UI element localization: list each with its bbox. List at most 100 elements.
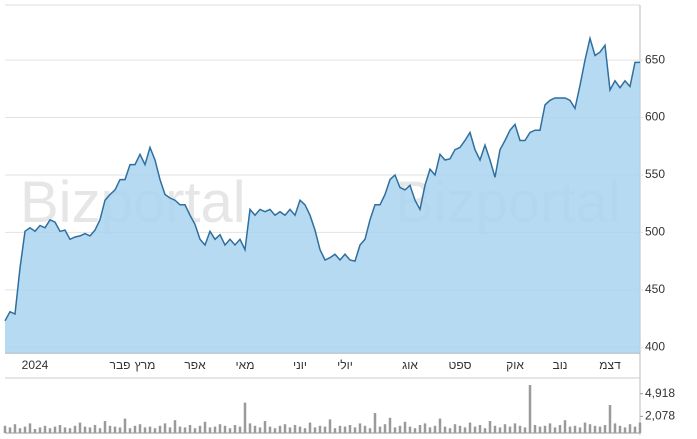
y-tick-label: 4,918: [645, 386, 675, 400]
volume-bar: [273, 428, 277, 433]
volume-bar: [88, 427, 92, 433]
volume-bar: [613, 423, 617, 433]
volume-bar: [133, 425, 137, 433]
volume-bar: [8, 427, 12, 433]
volume-bar: [588, 424, 592, 433]
volume-bar: [528, 385, 532, 433]
volume-bar: [573, 425, 577, 433]
volume-bar: [453, 424, 457, 433]
x-tick-label: ספט: [449, 358, 472, 372]
volume-bar: [178, 426, 182, 433]
volume-bar: [313, 427, 317, 433]
volume-bar: [428, 427, 432, 433]
y-tick-label: 2,078: [645, 409, 675, 423]
volume-bar: [38, 427, 42, 433]
x-tick-label: מרץ: [135, 358, 156, 372]
volume-bar: [73, 425, 77, 433]
volume-bar: [48, 428, 52, 433]
volume-bar: [43, 425, 47, 433]
volume-bar: [123, 418, 127, 433]
volume-bar: [448, 428, 452, 433]
volume-bar: [538, 426, 542, 433]
volume-bar: [603, 425, 607, 433]
volume-bar: [83, 426, 87, 433]
volume-bar: [503, 424, 507, 433]
volume-bar: [398, 425, 402, 433]
volume-bar: [548, 423, 552, 433]
volume-bar: [433, 425, 437, 433]
volume-bar: [463, 427, 467, 433]
volume-bar: [363, 425, 367, 433]
x-tick-label: דצמ: [599, 358, 621, 372]
volume-bar: [268, 426, 272, 433]
volume-bar: [18, 428, 22, 433]
volume-bar: [318, 425, 322, 433]
volume-bar: [568, 426, 572, 433]
volume-bar: [253, 425, 257, 433]
x-tick-label: נוב: [553, 358, 568, 372]
volume-bar: [148, 426, 152, 433]
x-tick-label: אפר: [184, 358, 206, 372]
volume-bar: [293, 425, 297, 433]
volume-bar: [558, 425, 562, 433]
volume-bar: [153, 428, 157, 433]
volume-bar: [143, 427, 147, 433]
volume-bar: [608, 405, 612, 433]
volume-bar: [248, 423, 252, 433]
volume-bar: [188, 425, 192, 433]
volume-bar: [628, 424, 632, 433]
volume-bar: [498, 427, 502, 433]
volume-bar: [53, 426, 57, 433]
volume-bar: [158, 425, 162, 433]
volume-bar: [508, 426, 512, 433]
area: [5, 38, 640, 354]
volume-bar: [388, 417, 392, 433]
volume-bar: [383, 424, 387, 433]
volume-bar: [323, 426, 327, 433]
volume-bar: [483, 428, 487, 433]
volume-bar: [218, 424, 222, 433]
line: [4, 35, 640, 322]
volume-bar: [103, 421, 107, 433]
x-tick-label: אוק: [506, 358, 524, 372]
volume-bar: [3, 425, 7, 433]
volume-bar: [623, 427, 627, 433]
volume-bar: [288, 427, 292, 433]
volume-bar: [78, 422, 82, 433]
volume-bar: [23, 426, 27, 433]
volume-bar: [13, 424, 17, 433]
volume-bar: [33, 429, 37, 433]
y-tick-label: 500: [645, 225, 665, 239]
volume-bar: [298, 426, 302, 433]
volume-bar: [523, 427, 527, 433]
x-tick-label: יוני: [293, 358, 307, 372]
volume-bar: [238, 426, 242, 433]
volume-bar: [278, 425, 282, 433]
volume-bar: [303, 428, 307, 433]
volume-bar: [213, 426, 217, 433]
volume-bar: [578, 427, 582, 433]
volume-bar: [328, 419, 332, 433]
volume-bar: [263, 421, 267, 433]
volume-bar: [408, 426, 412, 433]
volume-bar: [138, 424, 142, 433]
volume-bar: [488, 421, 492, 433]
volume-bar: [258, 427, 262, 433]
volume-bar: [358, 423, 362, 433]
volume-bar: [228, 428, 232, 433]
volume-bar: [468, 422, 472, 433]
volume-bar: [173, 420, 177, 433]
volume-bar: [98, 428, 102, 433]
volume-bar: [308, 422, 312, 433]
volume-bar: [493, 425, 497, 433]
volume-bar: [333, 428, 337, 433]
volume-bar: [243, 402, 247, 433]
volume-bar: [368, 428, 372, 433]
volume-bar: [108, 425, 112, 433]
volume-bar: [618, 425, 622, 433]
volume-bar: [223, 425, 227, 433]
volume-bar: [598, 426, 602, 433]
volume-bar: [233, 425, 237, 433]
